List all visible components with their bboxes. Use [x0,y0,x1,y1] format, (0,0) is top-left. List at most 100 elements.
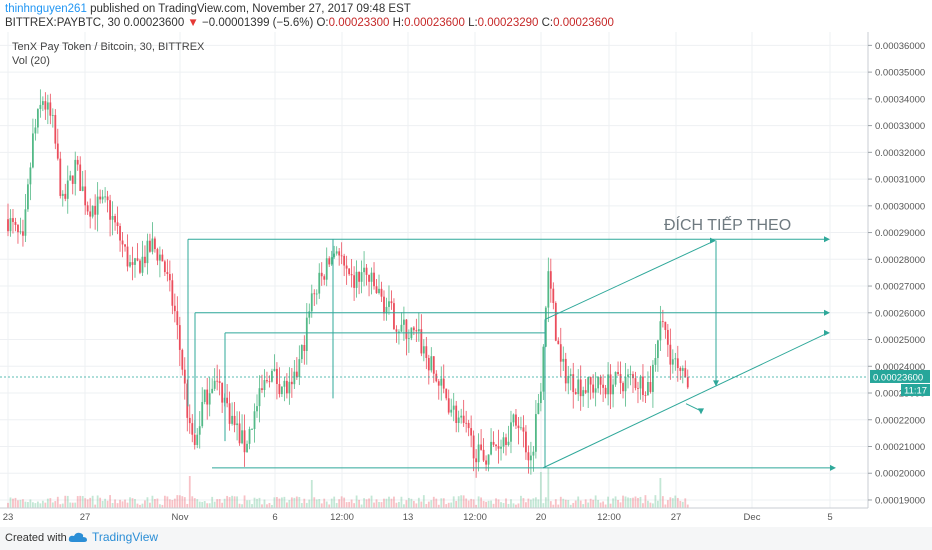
candle-body [94,205,97,215]
candle-body [520,427,522,429]
candle-body [442,378,445,389]
volume-bar [477,496,480,508]
volume-bar [502,503,505,508]
volume-bar [652,503,654,508]
volume-bar [530,499,532,508]
volume-bar [617,499,619,508]
candle-body [452,405,455,410]
current-price-badge [870,369,930,383]
projection-arrow [685,403,701,411]
candle-body [106,196,109,201]
candle-body [547,271,550,308]
x-tick-label: Dec [744,512,761,523]
volume-bar [17,500,19,508]
volume-bar [283,496,286,508]
candle-body [674,358,677,360]
candle-body [59,158,62,196]
candle-body [156,249,159,261]
volume-bar [101,500,104,508]
volume-bars [7,468,689,508]
volume-bar [497,499,500,508]
volume-bar [559,496,562,508]
candle-body [612,384,614,395]
volume-bar [27,502,29,508]
volume-bar [587,502,590,508]
volume-bar [579,500,582,508]
candle-body [211,388,214,394]
candle-body [358,271,360,282]
candle-body [193,434,196,445]
candle-body [542,346,545,392]
candle-body [61,193,64,196]
price-chart[interactable]: 0.00036000 0.00035000 0.00034000 0.00033000… [0,32,932,527]
volume-bar [599,502,602,508]
candle-body [654,358,657,365]
volume-bar [644,495,647,508]
volume-bar [676,497,679,508]
candle-body [502,437,505,447]
tradingview-brand-label: TradingView [92,530,159,544]
candle-body [669,344,672,365]
candle-body [427,357,430,371]
candle-body [258,388,261,407]
volume-bar [684,498,687,508]
volume-bar [654,495,657,508]
candle-body [355,271,358,288]
candle-body [554,303,557,341]
candle-body [599,376,602,385]
y-tick-label: 0.00025000 [875,335,925,346]
volume-bar [360,504,363,508]
candle-body [522,427,525,432]
volume-bar [425,503,428,508]
volume-bar [173,498,176,508]
candle-body [435,373,438,382]
candle-body [477,444,480,463]
volume-bar [12,498,14,508]
tradingview-brand[interactable]: TradingView [68,530,158,544]
volume-bar [627,497,629,508]
volume-bar [323,498,326,508]
volume-bar [679,500,682,508]
candle-body [450,409,453,413]
x-tick-label: 6 [272,512,277,523]
countdown-badge [901,383,930,396]
volume-bar [400,496,403,508]
volume-bar [263,499,266,508]
candle-body [460,415,463,418]
volume-bar [99,497,102,508]
volume-bar [278,498,281,508]
candle-body [624,376,627,392]
candle-body [490,441,492,455]
volume-bar [562,498,565,508]
candle-body [216,380,219,382]
volume-bar [218,499,221,508]
candle-body [228,403,231,424]
candle-body [350,274,353,276]
volume-bar [639,496,642,508]
y-tick-label: 0.00035000 [875,68,925,79]
candle-body [171,280,174,306]
candle-body [111,216,114,220]
candle-body [198,426,201,435]
volume-bar [213,501,216,508]
volume-bar [385,498,388,508]
candle-body [308,311,311,318]
candle-body [114,216,116,223]
volume-bar [106,500,109,508]
candle-body [607,374,609,395]
volume-bar [539,472,542,508]
volume-bar [674,495,677,508]
candle-body [637,388,639,389]
volume-bar [393,496,395,508]
volume-bar [59,504,62,508]
volume-bar [186,503,189,508]
x-tick-label: 20 [536,512,547,523]
candle-body [178,325,181,350]
author-link[interactable]: thinhnguyen261 [5,3,87,15]
volume-bar [226,495,229,508]
candle-body [273,368,276,371]
candle-body [574,392,577,395]
volume-bar [271,504,273,508]
candle-body [248,429,251,444]
candle-body [9,218,12,232]
